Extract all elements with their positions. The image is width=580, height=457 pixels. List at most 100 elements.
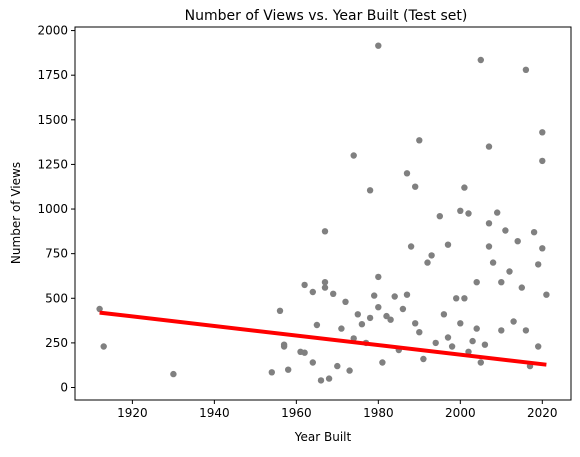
data-point <box>498 279 505 286</box>
data-point <box>522 327 530 334</box>
data-point <box>96 305 103 313</box>
data-point <box>285 366 292 373</box>
data-point <box>309 288 316 296</box>
data-point <box>313 321 321 329</box>
x-tick-label: 2020 <box>527 406 558 420</box>
x-axis-label: Year Built <box>294 430 352 444</box>
data-point <box>473 325 480 332</box>
y-tick-label: 750 <box>45 247 68 261</box>
data-point <box>535 343 542 350</box>
data-point <box>440 311 448 318</box>
data-point <box>539 129 546 136</box>
data-point <box>485 243 493 250</box>
y-tick-label: 250 <box>45 336 68 350</box>
data-point <box>485 143 493 150</box>
data-point <box>444 334 452 341</box>
data-point <box>461 184 468 191</box>
x-tick-label: 1940 <box>199 406 230 420</box>
data-point <box>354 311 361 318</box>
y-tick-label: 2000 <box>37 24 68 38</box>
y-tick-label: 1500 <box>37 113 68 127</box>
data-point <box>539 245 546 252</box>
data-point <box>375 42 382 49</box>
regression-layer <box>99 310 547 367</box>
data-point <box>477 56 484 64</box>
data-point <box>539 157 546 165</box>
data-point <box>387 316 394 323</box>
data-point <box>473 279 480 286</box>
regression-line <box>99 310 547 367</box>
data-point <box>391 293 398 300</box>
x-tick-label: 2000 <box>445 406 476 420</box>
x-tick-label: 1980 <box>363 406 394 420</box>
data-point <box>301 349 308 356</box>
data-point <box>424 259 431 266</box>
data-point <box>420 355 427 363</box>
data-point <box>280 343 288 350</box>
y-tick-label: 1000 <box>37 202 68 216</box>
data-point <box>502 227 509 234</box>
data-point <box>403 291 411 298</box>
data-point <box>301 281 308 289</box>
data-point <box>428 252 435 259</box>
data-point <box>100 343 107 350</box>
plot-area-frame <box>74 26 572 401</box>
data-point <box>448 343 456 350</box>
data-point <box>321 284 329 291</box>
data-point <box>489 259 497 266</box>
data-point <box>485 220 493 227</box>
y-tick-label: 500 <box>45 291 68 305</box>
data-point <box>403 170 411 177</box>
data-point <box>407 243 415 250</box>
data-point <box>366 314 374 322</box>
data-point <box>330 290 337 297</box>
data-point <box>412 320 419 327</box>
data-point <box>465 210 472 217</box>
data-point <box>350 335 357 342</box>
data-point <box>399 305 407 313</box>
data-point <box>535 261 542 268</box>
data-point <box>317 377 325 384</box>
data-point <box>375 304 382 311</box>
data-point <box>350 152 357 159</box>
data-point <box>518 284 525 291</box>
data-point <box>453 295 460 302</box>
y-tick-label: 0 <box>60 381 68 395</box>
data-point <box>477 359 484 366</box>
data-point <box>481 341 489 348</box>
data-point <box>379 359 386 366</box>
data-point <box>432 339 439 347</box>
data-point <box>321 279 329 286</box>
y-axis-label: Number of Views <box>9 162 23 264</box>
data-point <box>268 369 275 376</box>
data-point <box>321 228 329 235</box>
data-point <box>375 273 382 281</box>
data-point <box>276 307 284 314</box>
data-point <box>358 321 366 328</box>
data-point <box>436 213 443 220</box>
data-point <box>465 348 472 355</box>
data-point <box>543 291 550 298</box>
y-tick-label: 1250 <box>37 157 68 171</box>
data-point <box>461 295 468 302</box>
data-point <box>309 359 316 366</box>
data-point <box>416 137 423 144</box>
x-tick-label: 1960 <box>281 406 312 420</box>
data-point <box>170 370 177 378</box>
data-point <box>412 183 419 190</box>
data-point <box>383 312 390 320</box>
data-point <box>514 238 521 245</box>
chart-title: Number of Views vs. Year Built (Test set… <box>185 8 468 24</box>
data-point <box>506 268 513 275</box>
data-point <box>444 241 452 248</box>
axes-layer: 1920 1940 1960 1980 2000 2020 0 250 500 750 1000 12… <box>37 24 557 420</box>
data-point <box>522 66 530 74</box>
data-point <box>498 327 505 334</box>
data-point <box>334 362 341 370</box>
x-tick-label: 1920 <box>117 406 148 420</box>
data-point <box>416 329 423 336</box>
data-point <box>457 320 464 327</box>
data-point <box>346 367 353 374</box>
data-point <box>457 207 464 214</box>
